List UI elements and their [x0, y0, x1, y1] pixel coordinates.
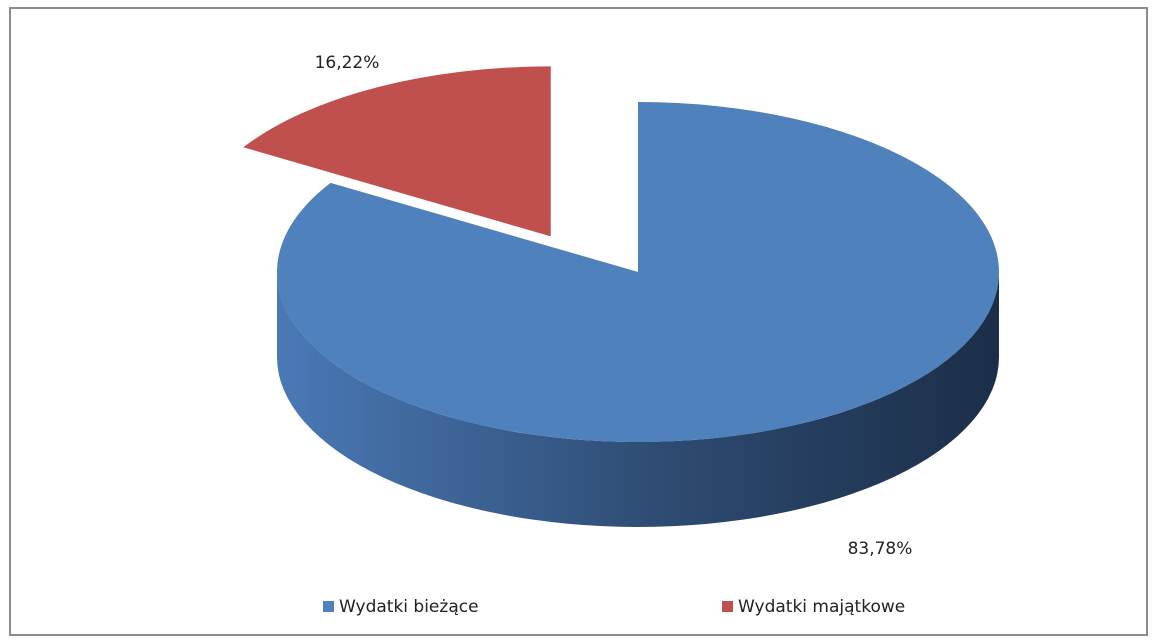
- slice: 16,22%: [243, 53, 551, 237]
- pie: 16,22% 83,78%: [243, 53, 999, 559]
- slice-top: [243, 66, 551, 237]
- legend: Wydatki bieżące Wydatki majątkowe: [323, 597, 905, 617]
- legend-label: Wydatki majątkowe: [738, 597, 905, 617]
- slice-top: [276, 102, 999, 443]
- legend-swatch: [323, 601, 334, 612]
- data-label: 16,22%: [315, 53, 380, 73]
- legend-swatch: [722, 601, 733, 612]
- data-label: 83,78%: [848, 539, 913, 559]
- legend-label: Wydatki bieżące: [339, 597, 479, 617]
- slice-wall: [277, 272, 999, 527]
- slice: 83,78%: [276, 102, 999, 559]
